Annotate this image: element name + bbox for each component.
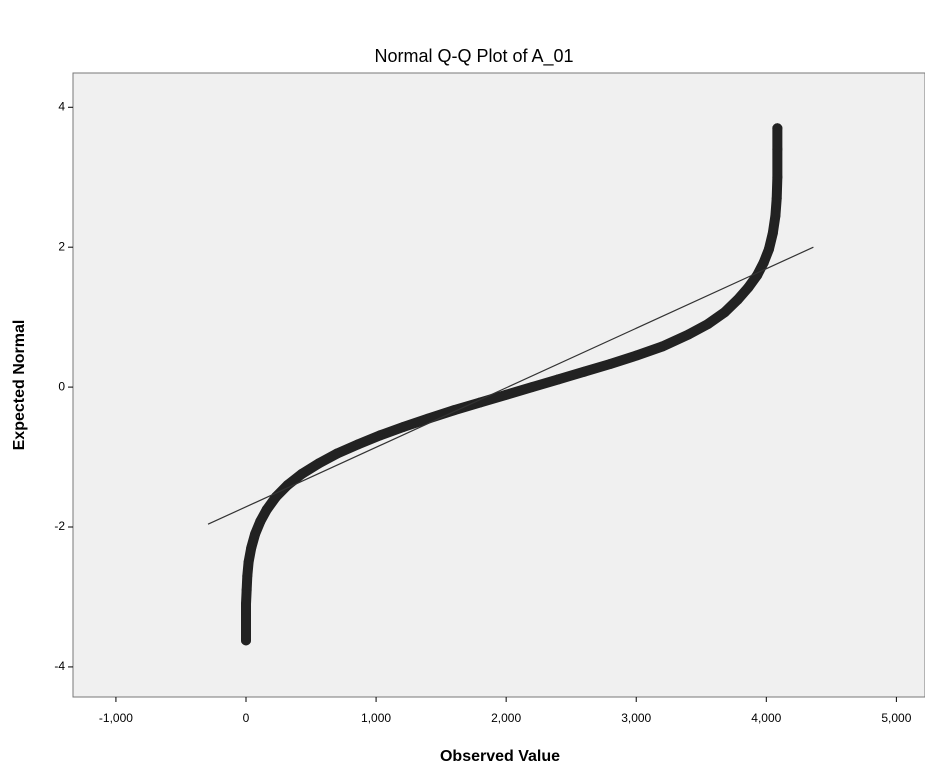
chart-title: Normal Q-Q Plot of A_01	[374, 46, 573, 67]
x-axis-title: Observed Value	[440, 748, 560, 765]
x-tick-label: 3,000	[621, 711, 651, 725]
y-axis-title: Expected Normal	[11, 320, 28, 451]
x-tick-label: 4,000	[751, 711, 781, 725]
x-tick-label: -1,000	[99, 711, 133, 725]
x-tick-label: 5,000	[881, 711, 911, 725]
x-tick-label: 1,000	[361, 711, 391, 725]
y-tick-label: -2	[54, 519, 65, 533]
plot-area	[73, 73, 925, 697]
chart: Normal Q-Q Plot of A_01 Observed Value E…	[0, 0, 925, 767]
y-tick-label: 4	[58, 99, 65, 113]
x-tick-label: 0	[243, 711, 250, 725]
page: Normal Q-Q Plot of A_01 Observed Value E…	[0, 0, 925, 767]
y-tick-label: 2	[58, 239, 65, 253]
x-tick-label: 2,000	[491, 711, 521, 725]
y-tick-label: -4	[54, 659, 65, 673]
y-tick-label: 0	[58, 379, 65, 393]
